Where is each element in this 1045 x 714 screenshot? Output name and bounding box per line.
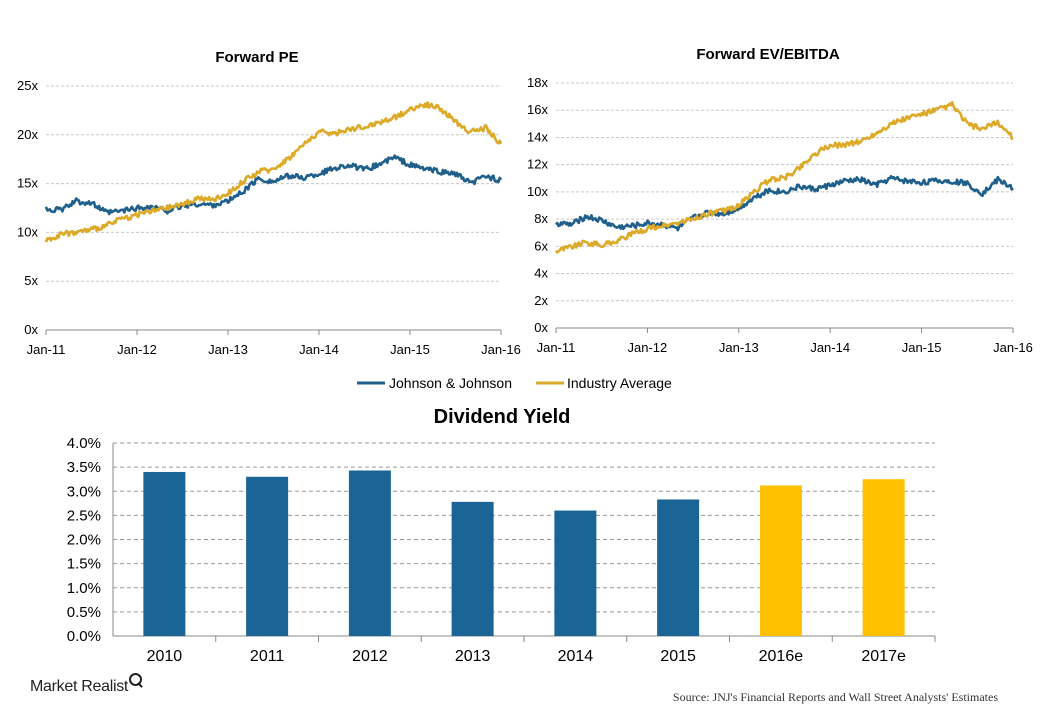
dividend-chart-title: Dividend Yield	[434, 406, 571, 428]
x-tick-label: 2012	[352, 648, 388, 665]
series-line-johnson-johnson	[554, 175, 1014, 232]
x-tick-label: Jan-13	[208, 342, 248, 357]
x-tick-label: Jan-12	[117, 342, 157, 357]
y-tick-label: 5x	[24, 273, 38, 288]
pe-chart-title: Forward PE	[215, 49, 298, 66]
y-tick-label: 4.0%	[67, 435, 101, 452]
y-tick-label: 2.0%	[67, 532, 101, 549]
bar-2016e	[759, 485, 802, 636]
bar-2017e	[862, 479, 905, 636]
x-tick-label: Jan-16	[993, 340, 1033, 355]
y-tick-label: 16x	[527, 102, 548, 117]
x-tick-label: 2010	[147, 648, 183, 665]
x-tick-label: 2013	[455, 648, 491, 665]
x-tick-label: 2017e	[861, 648, 906, 665]
y-tick-label: 0.5%	[67, 604, 101, 621]
x-tick-label: Jan-11	[537, 340, 576, 355]
y-tick-label: 3.5%	[67, 459, 101, 476]
x-tick-label: Jan-15	[390, 342, 430, 357]
y-tick-label: 0x	[24, 322, 38, 337]
y-tick-label: 18x	[527, 75, 548, 90]
series-line-industry-average	[554, 100, 1014, 254]
magnifier-icon	[129, 673, 143, 686]
ev-chart-title: Forward EV/EBITDA	[696, 46, 840, 63]
x-tick-label: Jan-16	[481, 342, 521, 357]
y-tick-label: 14x	[527, 129, 548, 144]
x-tick-label: 2016e	[759, 648, 804, 665]
x-tick-label: 2015	[660, 648, 696, 665]
x-tick-label: Jan-13	[719, 340, 759, 355]
series-line-industry-average	[44, 101, 503, 243]
y-tick-label: 4x	[534, 266, 548, 281]
y-tick-label: 8x	[534, 211, 548, 226]
legend: Johnson & Johnson Industry Average	[357, 375, 672, 391]
y-tick-label: 2.5%	[67, 507, 101, 524]
bar-2010	[143, 471, 186, 636]
y-tick-label: 2x	[534, 293, 548, 308]
y-tick-label: 25x	[17, 78, 38, 93]
y-tick-label: 10x	[17, 224, 38, 239]
y-tick-label: 10x	[527, 184, 548, 199]
y-tick-label: 12x	[527, 157, 548, 172]
y-tick-label: 15x	[17, 176, 38, 191]
x-tick-label: Jan-12	[628, 340, 668, 355]
dividend-yield-chart: 0.0% 0.5% 1.0% 1.5% 2.0% 2.5% 3.0% 3.5% 4.0% 2010…	[67, 435, 936, 665]
x-tick-label: Jan-14	[299, 342, 339, 357]
bar-2014	[554, 510, 597, 636]
y-tick-label: 1.5%	[67, 556, 101, 573]
brand-text: Market Realist	[30, 678, 129, 695]
source-note: Source: JNJ's Financial Reports and Wall…	[672, 690, 998, 704]
y-tick-label: 0.0%	[67, 628, 101, 645]
x-tick-label: Jan-11	[27, 342, 66, 357]
x-tick-label: Jan-15	[902, 340, 942, 355]
forward-pe-chart: 0x 5x 10x 15x 20x 25x Jan-11 Jan-12 Jan-13 Jan-14…	[17, 78, 521, 357]
market-realist-logo: Market Realist	[30, 673, 143, 696]
forward-ev-ebitda-chart: 0x 2x 4x 6x 8x 10x 12x 14x 16x 18x Jan-11 Jan-12 Jan…	[527, 75, 1033, 355]
y-tick-label: 0x	[534, 320, 548, 335]
x-tick-label: 2014	[558, 648, 594, 665]
bar-2015	[657, 499, 700, 636]
bar-2013	[451, 501, 494, 636]
y-tick-label: 20x	[17, 127, 38, 142]
bar-2012	[348, 470, 391, 636]
series-line-johnson-johnson	[44, 154, 503, 216]
x-tick-label: 2011	[250, 648, 285, 665]
y-tick-label: 1.0%	[67, 580, 101, 597]
legend-label: Johnson & Johnson	[389, 375, 512, 391]
y-tick-label: 3.0%	[67, 483, 101, 500]
legend-label: Industry Average	[567, 375, 672, 391]
bar-2011	[246, 476, 289, 636]
y-tick-label: 6x	[534, 238, 548, 253]
x-tick-label: Jan-14	[810, 340, 850, 355]
